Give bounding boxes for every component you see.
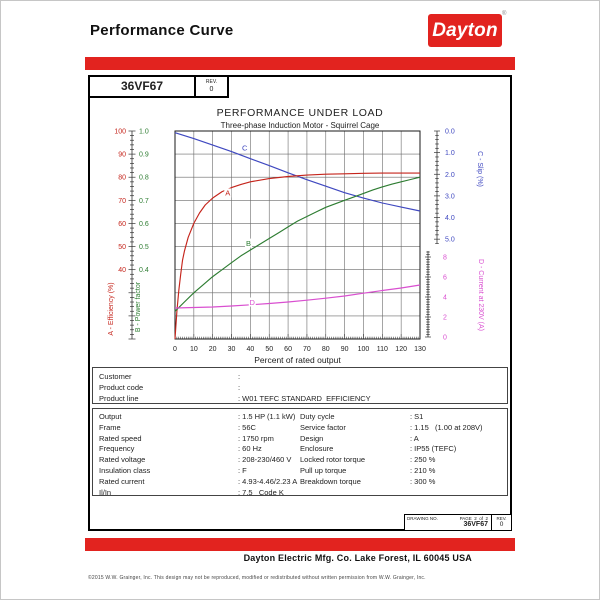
table-row: Breakdown torque: 300 %	[300, 476, 436, 486]
svg-text:0.5: 0.5	[139, 244, 149, 251]
svg-text:PERFORMANCE UNDER LOAD: PERFORMANCE UNDER LOAD	[217, 107, 384, 119]
svg-text:0.0: 0.0	[445, 129, 455, 136]
svg-text:D - Current at 230V (A): D - Current at 230V (A)	[477, 259, 484, 331]
document-main-border	[88, 75, 512, 531]
svg-text:4.0: 4.0	[445, 215, 455, 222]
copyright-notice: ©2015 W.W. Grainger, Inc. This design ma…	[88, 575, 426, 581]
table-row: Enclosure: IP55 (TEFC)	[300, 444, 457, 454]
table-row: Product line: W01 TEFC STANDARD EFFICIEN…	[99, 394, 371, 403]
table-row: Frame: 56C	[99, 422, 256, 432]
drawing-number-cell: DRAWING NO. PAGE 2 of 2 36VF67	[405, 515, 491, 530]
svg-text:B - Power factor: B - Power factor	[135, 281, 142, 332]
svg-text:50: 50	[265, 346, 273, 353]
revision-cell: REV. 0	[194, 75, 229, 98]
svg-text:4: 4	[443, 295, 447, 302]
svg-text:70: 70	[118, 198, 126, 205]
header-red-bar	[85, 57, 515, 70]
svg-text:1.0: 1.0	[445, 150, 455, 157]
svg-text:Three-phase Induction Motor -: Three-phase Induction Motor - Squirrel C…	[221, 121, 380, 130]
svg-text:60: 60	[284, 346, 292, 353]
svg-text:90: 90	[118, 152, 126, 159]
svg-text:C: C	[242, 144, 248, 153]
svg-text:20: 20	[209, 346, 217, 353]
dayton-logo-text: Dayton	[432, 19, 498, 41]
table-row: Service factor: 1.15 (1.00 at 208V)	[300, 422, 483, 432]
svg-text:40: 40	[246, 346, 254, 353]
svg-text:80: 80	[118, 175, 126, 182]
specs-table: Output: 1.5 HP (1.1 kW) Frame: 56C Rated…	[92, 408, 508, 498]
svg-text:0.6: 0.6	[139, 221, 149, 228]
svg-text:A: A	[225, 189, 230, 198]
svg-text:D: D	[250, 298, 256, 307]
drawing-rev-label: REV.	[496, 516, 507, 521]
svg-text:2: 2	[443, 315, 447, 322]
table-row: Rated current: 4.93-4.46/2.23 A	[99, 476, 298, 486]
table-row: Product code:	[99, 383, 241, 392]
svg-text:0: 0	[443, 335, 447, 342]
svg-text:10: 10	[190, 346, 198, 353]
svg-text:90: 90	[341, 346, 349, 353]
svg-text:0.9: 0.9	[139, 152, 149, 159]
model-number-cell: 36VF67	[88, 75, 196, 98]
svg-text:100: 100	[114, 129, 126, 136]
svg-text:0: 0	[173, 346, 177, 353]
svg-text:2.0: 2.0	[445, 172, 455, 179]
performance-chart: PERFORMANCE UNDER LOAD Three-phase Induct…	[88, 97, 512, 367]
svg-text:100: 100	[358, 346, 370, 353]
svg-text:C - Slip (%): C - Slip (%)	[476, 151, 483, 187]
drawing-number-box: DRAWING NO. PAGE 2 of 2 36VF67 REV. 0	[404, 514, 512, 531]
drawing-rev-value: 0	[499, 521, 504, 528]
svg-text:40: 40	[118, 267, 126, 274]
table-row: Duty cycle: S1	[300, 412, 424, 421]
performance-chart-svg: PERFORMANCE UNDER LOAD Three-phase Induct…	[108, 107, 484, 365]
svg-text:5.0: 5.0	[445, 237, 455, 244]
registered-trademark-icon: ®	[502, 11, 507, 17]
drawing-no-label: DRAWING NO.	[407, 516, 438, 521]
svg-text:B: B	[246, 239, 251, 248]
table-row: Frequency: 60 Hz	[99, 444, 262, 454]
table-row: Rated speed: 1750 rpm	[99, 433, 274, 443]
specs-left-column: Output: 1.5 HP (1.1 kW) Frame: 56C Rated…	[99, 412, 297, 498]
table-row: Customer:	[99, 372, 241, 381]
table-row: Locked rotor torque: 250 %	[300, 455, 436, 465]
revision-label: REV.	[205, 79, 218, 85]
svg-text:Percent of rated output: Percent of rated output	[254, 355, 341, 365]
table-row: Design: A	[300, 433, 419, 443]
svg-text:30: 30	[228, 346, 236, 353]
specs-right-column: Duty cycle: S1 Service factor: 1.15 (1.0…	[300, 412, 483, 488]
svg-text:50: 50	[118, 244, 126, 251]
table-row: Pull up torque: 210 %	[300, 465, 436, 475]
svg-text:3.0: 3.0	[445, 193, 455, 200]
svg-text:8: 8	[443, 255, 447, 262]
revision-value: 0	[209, 86, 214, 93]
dayton-logo: Dayton	[428, 14, 502, 47]
svg-text:70: 70	[303, 346, 311, 353]
table-row: Il/In: 7.5 Code K	[99, 487, 284, 497]
page-title: Performance Curve	[90, 22, 234, 39]
svg-text:80: 80	[322, 346, 330, 353]
svg-text:A - Efficiency (%): A - Efficiency (%)	[108, 282, 115, 335]
svg-text:110: 110	[377, 346, 388, 353]
svg-text:130: 130	[414, 346, 426, 353]
drawing-no-value: 36VF67	[463, 521, 488, 528]
table-row: Insulation class: F	[99, 465, 247, 475]
svg-text:120: 120	[395, 346, 407, 353]
svg-text:0.4: 0.4	[139, 267, 149, 274]
svg-text:1.0: 1.0	[139, 129, 149, 136]
svg-text:6: 6	[443, 275, 447, 282]
svg-text:0.7: 0.7	[139, 198, 149, 205]
footer-red-bar	[85, 538, 515, 551]
svg-text:60: 60	[118, 221, 126, 228]
customer-table: Customer: Product code: Product line: W0…	[92, 367, 508, 404]
table-row: Output: 1.5 HP (1.1 kW)	[99, 412, 296, 421]
table-row: Rated voltage: 208-230/460 V	[99, 455, 292, 465]
company-address: Dayton Electric Mfg. Co. Lake Forest, IL…	[243, 553, 472, 563]
drawing-rev-cell: REV. 0	[491, 515, 511, 530]
page-indicator: PAGE 2 of 2	[459, 516, 488, 521]
svg-text:0.8: 0.8	[139, 175, 149, 182]
